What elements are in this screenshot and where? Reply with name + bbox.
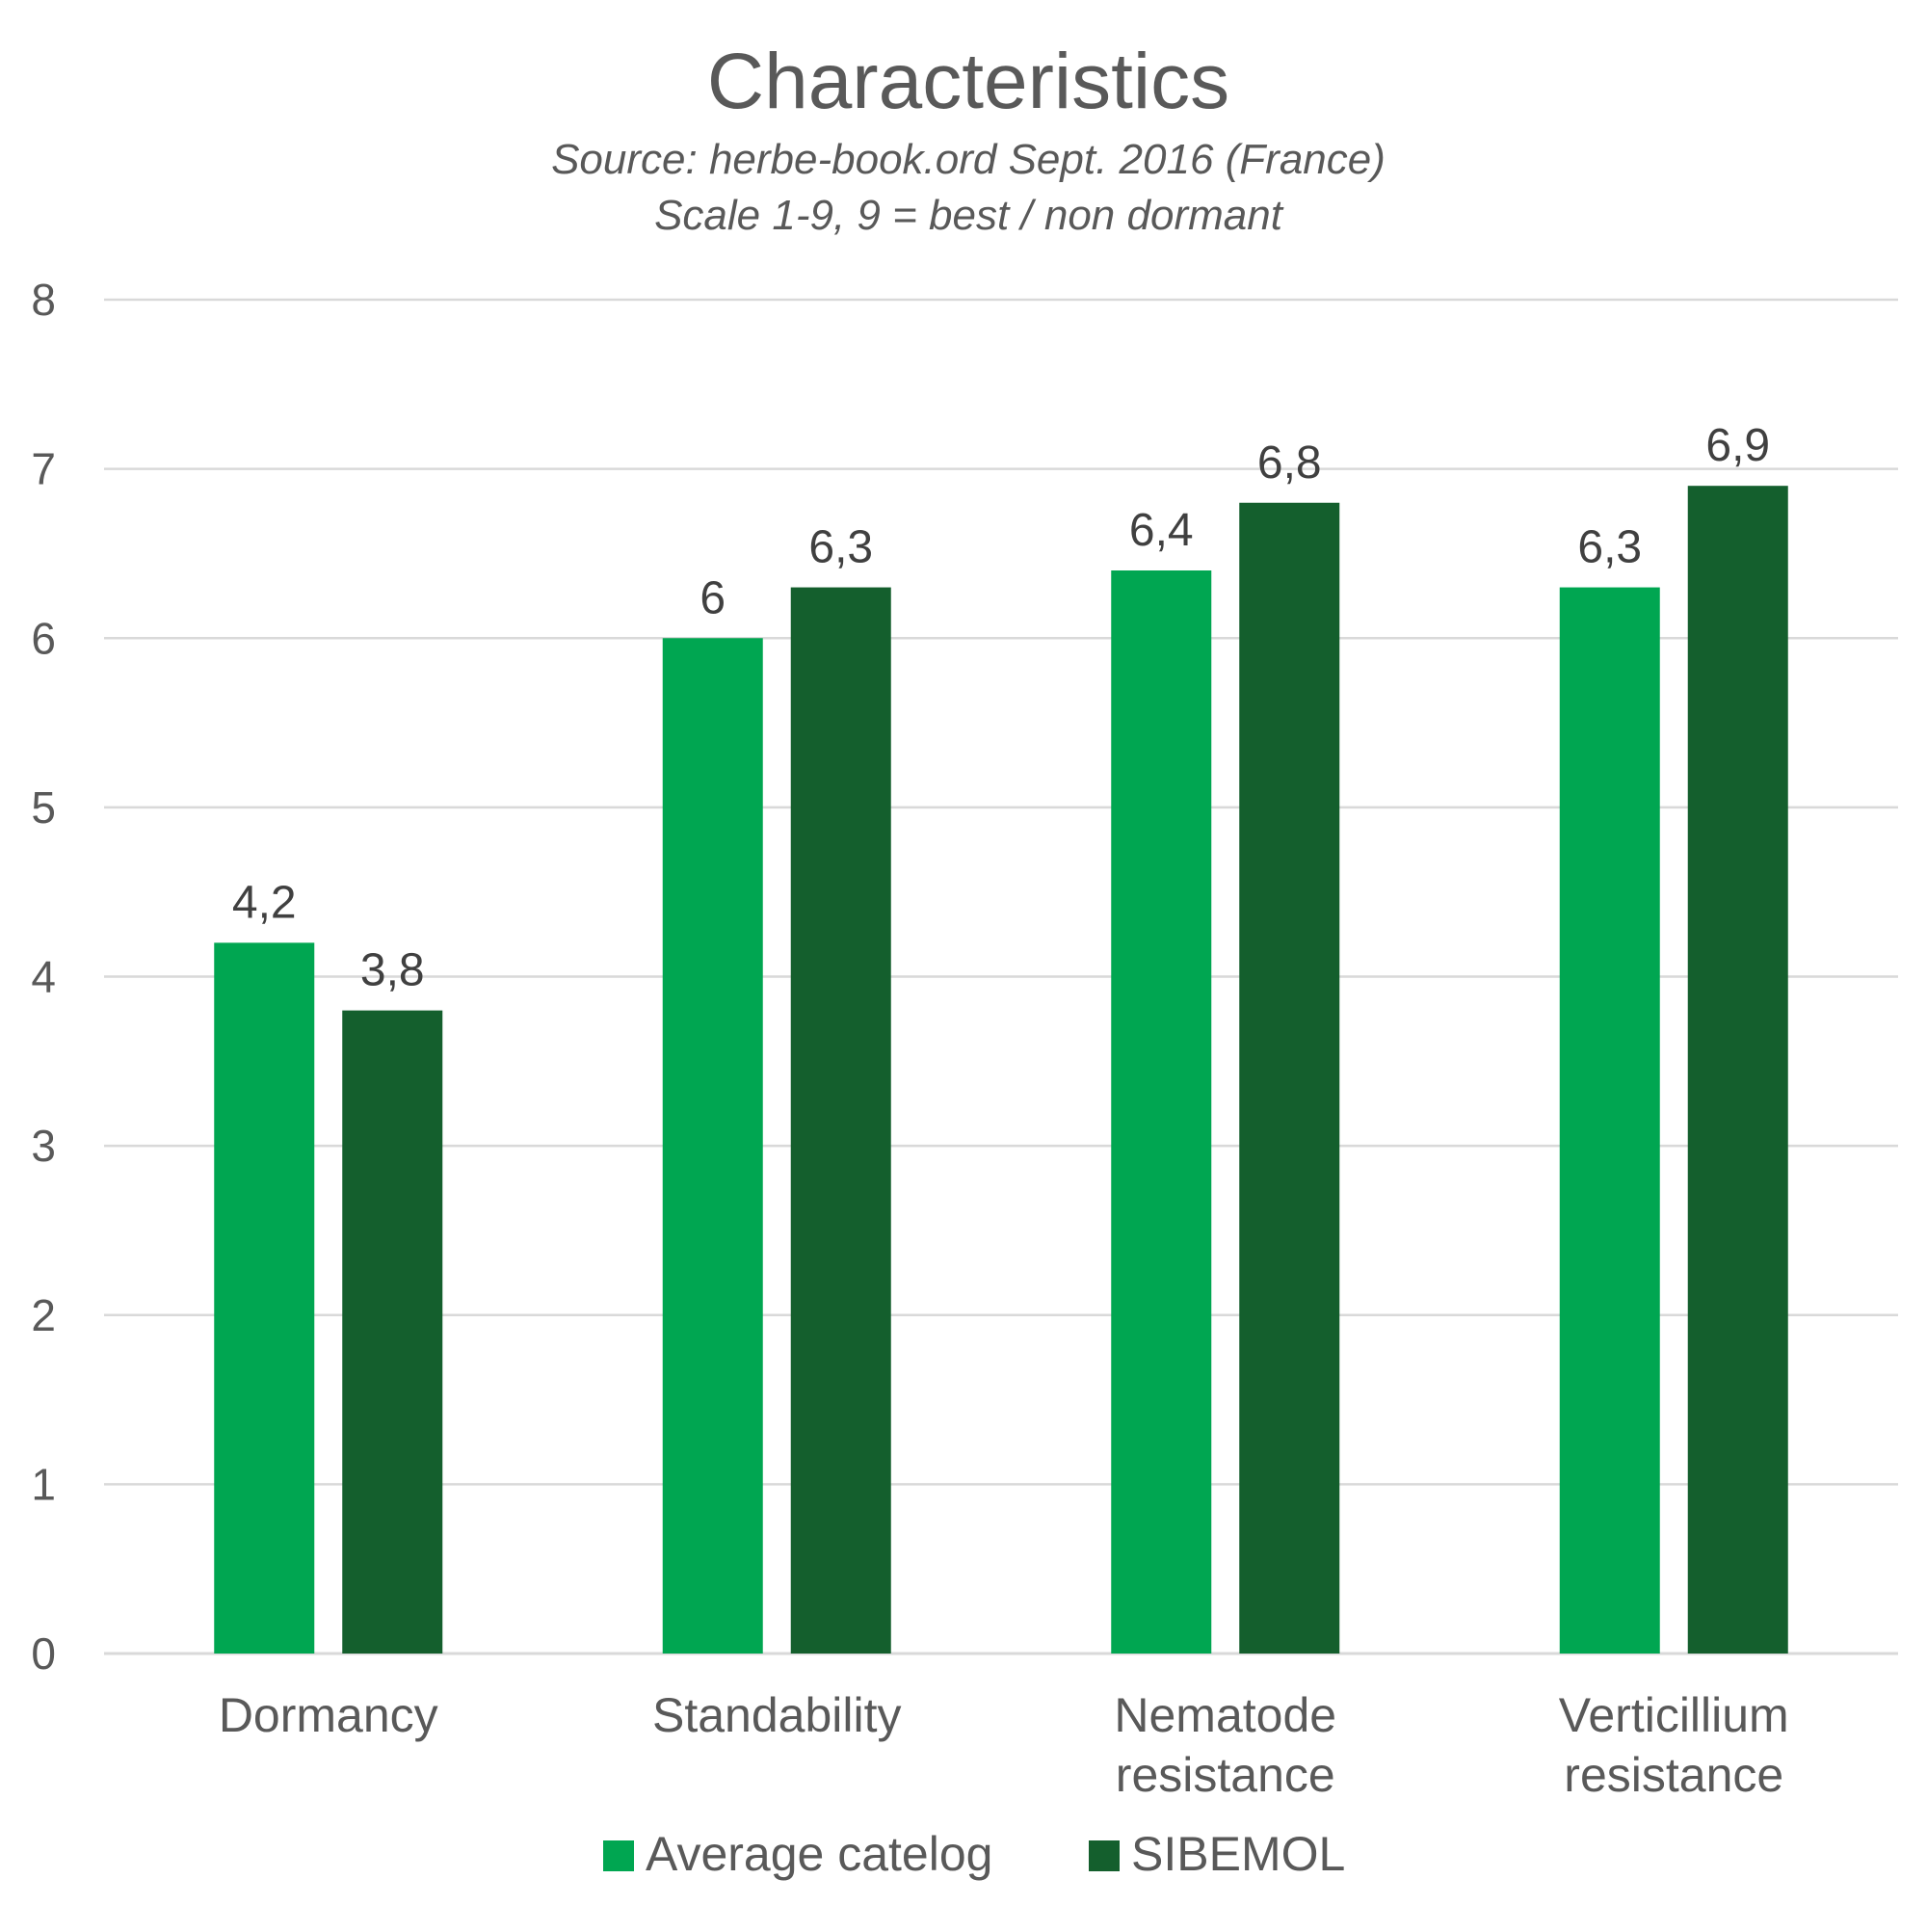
bar-sibemol [1239,502,1340,1654]
legend-swatch [603,1840,634,1871]
y-tick-label: 1 [31,1459,56,1509]
legend-label: Average catelog [646,1827,992,1881]
chart-title: Characteristics [707,38,1229,125]
y-tick-label: 6 [31,613,56,663]
data-label: 6,4 [1129,505,1194,556]
y-tick-label: 3 [31,1121,56,1171]
category-label: Dormancy [219,1688,438,1742]
bar-sibemol [790,587,891,1654]
data-label: 6,9 [1705,420,1770,471]
category-label: Verticillium [1559,1688,1789,1742]
data-label: 3,8 [360,945,425,996]
bar-sibemol [1687,486,1788,1654]
chart-subtitle-line-2: Scale 1-9, 9 = best / non dormant [654,192,1284,239]
chart-subtitle-line-1: Source: herbe-book.ord Sept. 2016 (Franc… [551,136,1386,183]
category-label: Nematode [1114,1688,1336,1742]
y-tick-label: 2 [31,1290,56,1340]
y-tick-label: 4 [31,952,56,1002]
y-tick-label: 0 [31,1628,56,1679]
y-tick-label: 5 [31,782,56,833]
data-label: 4,2 [232,877,297,928]
legend-label: SIBEMOL [1131,1827,1345,1881]
data-label: 6,8 [1257,437,1322,489]
data-label: 6,3 [808,522,873,573]
data-label: 6 [700,572,726,623]
y-tick-label: 7 [31,444,56,494]
bar-average-catelog [1111,570,1212,1654]
bars [214,486,1788,1654]
legend-swatch [1089,1840,1120,1871]
bar-sibemol [342,1010,443,1654]
category-label: Standability [652,1688,902,1742]
legend: Average catelog SIBEMOL [603,1827,1345,1881]
data-label: 6,3 [1577,522,1642,573]
category-label: resistance [1564,1748,1783,1802]
y-tick-label: 8 [31,275,56,325]
y-axis-ticks: 0 1 2 3 4 5 6 7 8 [31,275,56,1679]
bar-average-catelog [1559,587,1660,1654]
category-label: resistance [1116,1748,1335,1802]
bar-average-catelog [214,942,315,1654]
data-labels: 4,2 3,8 6 6,3 6,4 6,8 6,3 6,9 [232,420,1770,995]
bar-average-catelog [662,638,763,1654]
x-axis-categories: Dormancy Standability Nematode resistance Ve… [219,1688,1789,1802]
